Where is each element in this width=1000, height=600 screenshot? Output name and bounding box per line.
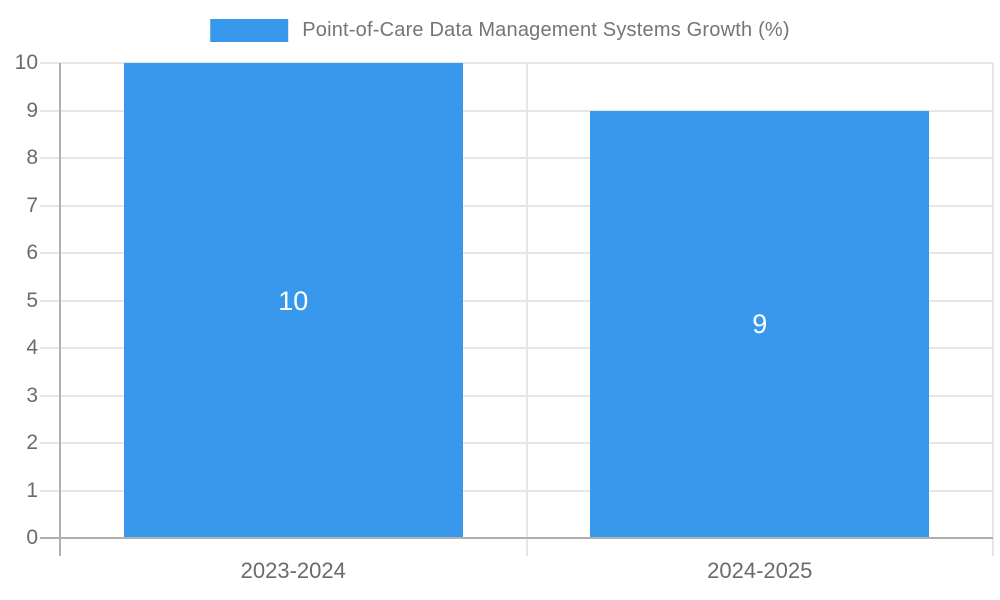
x-axis-baseline [40,537,993,539]
y-tick-label: 6 [26,241,38,264]
legend-series-label: Point-of-Care Data Management Systems Gr… [302,19,790,41]
bar-value-label: 10 [278,285,309,316]
bar [123,63,463,538]
bar-value-label: 9 [752,309,768,340]
y-gridline [40,299,993,302]
y-tick-label: 5 [26,288,38,312]
y-tick-label: 2 [26,431,38,454]
y-tick-label: 1 [26,478,38,502]
y-tick-label: 3 [26,383,38,407]
y-gridline [40,489,993,492]
y-tick-label: 9 [26,98,38,122]
plot-right-edge-gridline [992,63,994,556]
x-tick-label: 2024-2025 [707,558,813,583]
y-tick-label: 7 [26,193,38,217]
y-gridline [40,252,993,254]
y-gridline [40,204,993,207]
y-gridline [40,347,993,349]
y-axis-line [59,63,61,556]
y-tick-label: 4 [26,336,38,359]
x-tick-label: 2023-2024 [240,558,346,583]
y-gridline [40,157,993,159]
category-separator-gridline [525,63,528,556]
y-tick-label: 8 [26,146,38,169]
y-gridline [40,442,993,444]
bar [590,110,930,538]
y-tick-label: 0 [26,526,38,549]
y-gridline [40,394,993,397]
y-tick-label: 10 [14,51,38,74]
y-gridline [40,109,993,112]
chart-legend: Point-of-Care Data Management Systems Gr… [210,19,790,42]
y-gridline [40,62,993,64]
legend-swatch [210,19,289,42]
